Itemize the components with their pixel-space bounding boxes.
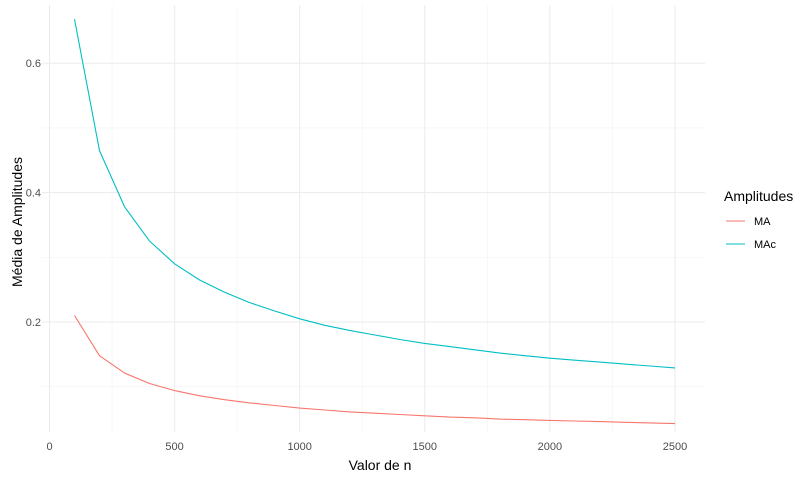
x-tick-label: 2000: [538, 441, 562, 453]
series-line-mac: [73, 19, 676, 369]
legend-items: MA MAc: [726, 216, 777, 251]
legend-title: Amplitudes: [724, 188, 793, 204]
legend-label-ma: MA: [754, 216, 771, 228]
x-tick-label: 1000: [287, 441, 311, 453]
x-axis-tick-labels: 0 500 1000 1500 2000 2500: [46, 441, 687, 453]
y-axis-title: Média de Amplitudes: [9, 157, 25, 287]
legend: Amplitudes MA MAc: [724, 188, 793, 251]
x-tick-label: 0: [46, 441, 52, 453]
x-tick-label: 2500: [663, 441, 687, 453]
y-axis-tick-labels: 0.2 0.4 0.6: [26, 58, 41, 329]
y-tick-label: 0.2: [26, 317, 41, 329]
series-line-ma: [74, 315, 676, 425]
x-tick-label: 500: [165, 441, 183, 453]
x-axis-title: Valor de n: [349, 457, 412, 473]
legend-label-mac: MAc: [754, 239, 777, 251]
minor-gridlines: [42, 5, 705, 432]
series-lines: [73, 19, 676, 425]
y-tick-label: 0.4: [26, 188, 41, 200]
y-tick-label: 0.6: [26, 58, 41, 70]
major-gridlines: [42, 5, 705, 432]
x-tick-label: 1500: [413, 441, 437, 453]
